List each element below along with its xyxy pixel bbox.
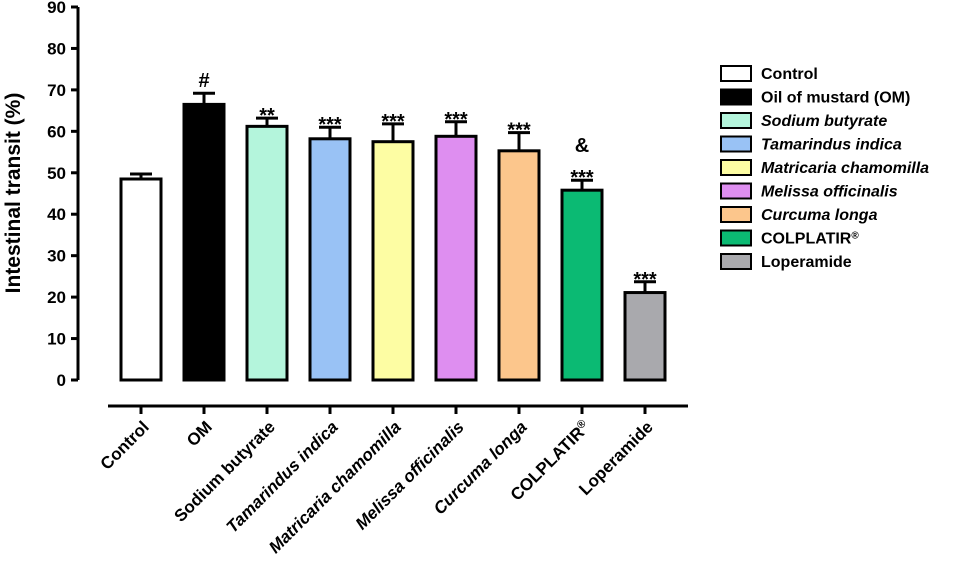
- legend-label: Oil of mustard (OM): [761, 90, 910, 107]
- legend-label: Melissa officinalis: [761, 184, 898, 201]
- legend-swatch: [720, 182, 752, 200]
- bar: [623, 291, 667, 382]
- y-tick-label: 10: [47, 330, 66, 349]
- y-tick-label: 50: [47, 164, 66, 183]
- legend-swatch: [720, 135, 752, 153]
- bar: [182, 102, 226, 382]
- y-tick-label: 70: [47, 81, 66, 100]
- significance-label: ***: [381, 111, 405, 133]
- legend-label: COLPLATIR®: [761, 230, 859, 248]
- legend-label: Control: [761, 66, 818, 83]
- bar: [497, 149, 541, 382]
- y-tick-label: 40: [47, 205, 66, 224]
- bar: [434, 134, 478, 382]
- legend-label: Sodium butyrate: [761, 113, 887, 130]
- legend-label: Loperamide: [761, 254, 852, 271]
- y-axis-title: Intestinal transit (%): [2, 93, 25, 294]
- significance-label: **: [259, 105, 275, 127]
- legend-swatch: [720, 88, 752, 106]
- x-category-label: Tamarindus indica: [223, 417, 342, 536]
- legend-swatch: [720, 229, 752, 247]
- y-tick-label: 20: [47, 288, 66, 307]
- legend-swatch: [720, 206, 752, 223]
- legend-label: Matricaria chamomilla: [761, 160, 929, 177]
- significance-label: #: [198, 70, 209, 92]
- significance-label: ***: [318, 114, 342, 136]
- legend-swatch: [720, 65, 752, 82]
- x-category-label: Control: [97, 417, 153, 473]
- significance-label: ***: [570, 167, 594, 189]
- y-tick-label: 60: [47, 122, 66, 141]
- y-tick-label: 0: [57, 371, 66, 390]
- y-tick-label: 30: [47, 247, 66, 266]
- significance-label: ***: [507, 120, 531, 142]
- significance-label: ***: [444, 109, 468, 131]
- legend-label: Tamarindus indica: [761, 137, 902, 154]
- bar: [371, 140, 415, 382]
- y-tick-label: 80: [47, 39, 66, 58]
- legend-swatch: [720, 112, 752, 129]
- legend-swatch: [720, 253, 752, 270]
- legend-swatch: [720, 159, 752, 176]
- x-category-label: Melissa officinalis: [352, 417, 468, 533]
- bar: [119, 177, 163, 382]
- significance-label: &: [575, 135, 589, 157]
- significance-label: ***: [633, 269, 657, 291]
- x-category-label: Loperamide: [575, 417, 657, 499]
- bar: [245, 124, 289, 382]
- legend-label: Curcuma longa: [761, 207, 878, 224]
- x-category-label: OM: [183, 417, 216, 450]
- bar: [560, 188, 604, 382]
- y-tick-label: 90: [47, 0, 66, 17]
- bar: [308, 137, 352, 382]
